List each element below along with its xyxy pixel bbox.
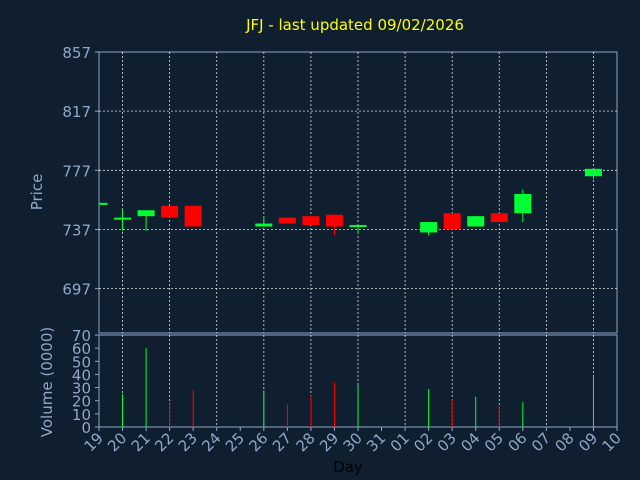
x-tick-label: 26: [245, 429, 271, 455]
price-y-tick-label: 777: [62, 162, 91, 180]
x-tick-label: 10: [599, 429, 625, 455]
x-axis-ticks: 1920212223242526272829303101020304050607…: [81, 427, 625, 455]
x-tick-label: 06: [504, 429, 530, 455]
x-tick-label: 27: [269, 429, 295, 455]
x-axis-label: Day: [333, 458, 363, 476]
price-y-tick-label: 737: [62, 221, 91, 239]
price-gridlines: [99, 52, 617, 333]
x-tick-label: 31: [363, 429, 389, 455]
volume-axis-label: Volume (0000): [38, 327, 56, 437]
candle-body: [490, 213, 508, 223]
candle-body: [302, 216, 320, 226]
candle-body: [467, 216, 485, 227]
candle-body: [514, 193, 532, 214]
x-tick-label: 28: [293, 429, 319, 455]
candle-body: [278, 217, 296, 224]
volume-y-tick-label: 10: [72, 406, 91, 424]
chart-title: JFJ - last updated 09/02/2026: [245, 16, 464, 34]
volume-y-tick-label: 50: [72, 353, 91, 371]
volume-bars: [122, 348, 594, 427]
x-tick-label: 20: [104, 429, 130, 455]
volume-y-tick-label: 20: [72, 393, 91, 411]
price-y-tick-label: 697: [62, 281, 91, 299]
candle-body: [161, 205, 179, 218]
candle-body: [349, 225, 367, 228]
x-tick-label: 04: [457, 429, 483, 455]
x-tick-label: 30: [340, 429, 366, 455]
price-candles: [98, 168, 602, 236]
candle-body: [255, 223, 273, 227]
x-tick-label: 22: [151, 429, 177, 455]
price-y-tick-label: 857: [62, 44, 91, 62]
x-tick-label: 24: [198, 429, 224, 455]
candle-body: [420, 222, 438, 233]
volume-y-tick-label: 0: [81, 419, 91, 437]
x-tick-label: 07: [528, 429, 554, 455]
candle-body: [184, 205, 202, 227]
x-tick-label: 05: [481, 429, 507, 455]
candle-body: [443, 213, 461, 230]
volume-y-tick-label: 40: [72, 366, 91, 384]
volume-y-tick-label: 30: [72, 380, 91, 398]
candle-body: [137, 210, 155, 217]
candle-body: [584, 168, 602, 177]
candle-body: [325, 214, 343, 227]
volume-y-tick-label: 60: [72, 340, 91, 358]
x-tick-label: 01: [387, 429, 413, 455]
x-tick-label: 21: [128, 429, 154, 455]
x-tick-label: 25: [222, 429, 248, 455]
price-y-axis-ticks: 697 737 777 817 857: [62, 44, 99, 299]
candle-body: [99, 202, 108, 205]
x-tick-label: 02: [410, 429, 436, 455]
price-y-tick-label: 817: [62, 103, 91, 121]
volume-y-tick-label: 70: [72, 327, 91, 345]
x-tick-label: 23: [175, 429, 201, 455]
x-tick-label: 08: [552, 429, 578, 455]
x-tick-label: 29: [316, 429, 342, 455]
price-axis-label: Price: [28, 174, 46, 211]
x-tick-label: 03: [434, 429, 460, 455]
x-tick-label: 09: [575, 429, 601, 455]
candle-body: [114, 217, 132, 220]
